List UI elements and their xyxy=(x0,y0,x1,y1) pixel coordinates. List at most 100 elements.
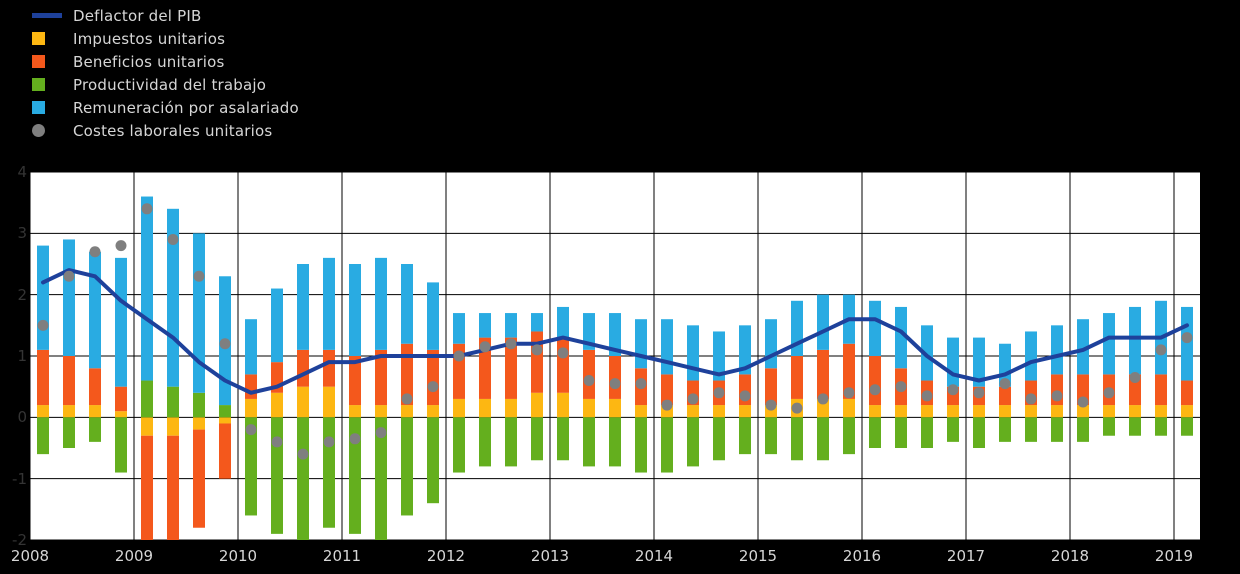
clu-dot xyxy=(869,384,881,396)
bar-segment-impuestos xyxy=(219,417,231,424)
bar-segment-impuestos xyxy=(1051,405,1063,418)
legend-swatch xyxy=(32,101,45,114)
clu-dot xyxy=(63,270,75,282)
clu-dot xyxy=(427,381,439,393)
bar-segment-beneficios xyxy=(349,356,361,406)
bar-segment-remuneracion xyxy=(453,313,465,344)
bar-segment-productividad xyxy=(739,417,751,455)
legend-label: Remuneración por asalariado xyxy=(73,98,299,117)
clu-dot xyxy=(635,378,647,390)
bar-segment-beneficios xyxy=(609,356,621,399)
bar-segment-remuneracion xyxy=(713,331,725,381)
bar-segment-beneficios xyxy=(401,343,413,406)
deflactor-line xyxy=(41,268,1189,395)
bar-segment-beneficios xyxy=(1155,374,1167,406)
bar-segment-impuestos xyxy=(739,405,751,418)
legend-item-4: Remuneración por asalariado xyxy=(32,96,299,119)
bar-segment-productividad xyxy=(1181,417,1193,436)
bar-segment-beneficios xyxy=(791,356,803,399)
bar-segment-beneficios xyxy=(375,349,387,406)
clu-dot xyxy=(219,338,231,350)
bar-segment-remuneracion xyxy=(1181,306,1193,381)
clu-dot xyxy=(687,393,699,405)
clu-dot xyxy=(1025,393,1037,405)
bar-segment-impuestos xyxy=(193,417,205,430)
clu-dot xyxy=(37,319,49,331)
bar-segment-remuneracion xyxy=(921,325,933,381)
square-swatch-icon xyxy=(32,78,64,91)
y-tick-label: 0 xyxy=(17,408,27,427)
bar-segment-remuneracion xyxy=(817,294,829,350)
bar-segment-productividad xyxy=(219,405,231,418)
bar-segment-beneficios xyxy=(167,435,179,540)
clu-dot xyxy=(89,246,101,258)
bar-segment-productividad xyxy=(349,417,361,534)
clu-dot xyxy=(999,378,1011,390)
bar-segment-impuestos xyxy=(141,417,153,436)
bar-segment-productividad xyxy=(531,417,543,461)
bar-segment-productividad xyxy=(1051,417,1063,442)
clu-dot xyxy=(557,347,569,359)
bar-segment-impuestos xyxy=(1025,405,1037,418)
bar-segment-impuestos xyxy=(453,398,465,418)
bar-segment-productividad xyxy=(661,417,673,473)
clu-dot xyxy=(739,390,751,402)
bar-segment-beneficios xyxy=(843,343,855,399)
bar-segment-remuneracion xyxy=(895,306,907,369)
bar-segment-remuneracion xyxy=(1129,306,1141,375)
clu-dot xyxy=(791,402,803,414)
bar-segment-productividad xyxy=(1025,417,1037,442)
bar-segment-beneficios xyxy=(427,349,439,406)
bar-segment-remuneracion xyxy=(323,257,335,350)
clu-dot xyxy=(609,378,621,390)
bar-segment-remuneracion xyxy=(89,251,101,369)
bar-segment-productividad xyxy=(505,417,517,467)
bar-segment-beneficios xyxy=(89,368,101,406)
bar-segment-remuneracion xyxy=(557,306,569,338)
bar-segment-remuneracion xyxy=(141,196,153,381)
bar-segment-remuneracion xyxy=(401,264,413,344)
bar-segment-productividad xyxy=(1129,417,1141,436)
legend-item-5: Costes laborales unitarios xyxy=(32,119,299,142)
bar-segment-remuneracion xyxy=(505,313,517,338)
bar-segment-productividad xyxy=(635,417,647,473)
bar-segment-productividad xyxy=(245,417,257,516)
clu-dot xyxy=(843,387,855,399)
y-tick-label: 2 xyxy=(17,285,27,304)
clu-dot xyxy=(921,390,933,402)
clu-dot xyxy=(505,338,517,350)
bar-segment-productividad xyxy=(557,417,569,461)
clu-dot xyxy=(375,427,387,439)
legend-item-2: Beneficios unitarios xyxy=(32,50,299,73)
clu-dot xyxy=(1181,332,1193,344)
bar-segment-productividad xyxy=(63,417,75,448)
bar-segment-productividad xyxy=(89,417,101,442)
clu-dot xyxy=(1103,387,1115,399)
bar-segment-remuneracion xyxy=(869,300,881,356)
bar-segment-impuestos xyxy=(999,405,1011,418)
bar-segment-beneficios xyxy=(999,386,1011,406)
bar-segment-beneficios xyxy=(115,386,127,412)
bar-segment-impuestos xyxy=(401,405,413,418)
x-tick-label: 2013 xyxy=(530,547,570,565)
bar-segment-impuestos xyxy=(583,398,595,418)
clu-dot xyxy=(817,393,829,405)
legend-label: Deflactor del PIB xyxy=(73,6,202,25)
bar-segment-remuneracion xyxy=(687,325,699,381)
bar-segment-impuestos xyxy=(479,398,491,418)
bar-segment-beneficios xyxy=(661,374,673,406)
bar-segment-impuestos xyxy=(973,405,985,418)
bar-segment-beneficios xyxy=(245,374,257,399)
bar-segment-remuneracion xyxy=(297,264,309,350)
bar-segment-impuestos xyxy=(375,405,387,418)
bar-segment-productividad xyxy=(141,380,153,418)
bar-segment-remuneracion xyxy=(947,337,959,387)
clu-dot xyxy=(947,384,959,396)
bar-segment-impuestos xyxy=(1077,405,1089,418)
bar-segment-beneficios xyxy=(1181,380,1193,406)
bar-segment-remuneracion xyxy=(479,313,491,338)
y-tick-label: 4 xyxy=(17,163,27,181)
bar-segment-impuestos xyxy=(895,405,907,418)
bar-segment-productividad xyxy=(895,417,907,448)
